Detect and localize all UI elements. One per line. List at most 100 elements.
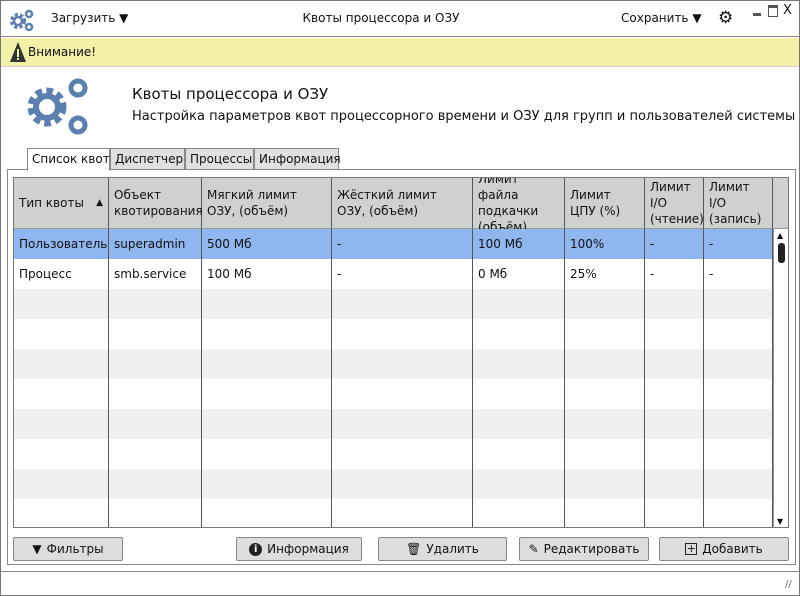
tab-processes[interactable]: Процессы [185, 148, 254, 170]
table-row[interactable] [14, 379, 773, 409]
table-cell [202, 319, 332, 349]
table-cell [645, 289, 704, 319]
table-cell: Пользователь [14, 229, 109, 259]
info-icon: i [249, 542, 263, 556]
table-cell: 100 Мб [473, 229, 565, 259]
table-cell [109, 319, 202, 349]
table-cell [14, 289, 109, 319]
table-cell [202, 289, 332, 319]
table-cell [14, 319, 109, 349]
table-cell [645, 349, 704, 379]
caret-down-icon: ▼ [692, 11, 702, 25]
table-cell: Процесс [14, 259, 109, 289]
maximize-button[interactable] [768, 5, 778, 17]
minimize-button[interactable] [753, 13, 761, 16]
table-row[interactable] [14, 439, 773, 469]
tab-dispatcher[interactable]: Диспетчер [110, 148, 185, 170]
settings-gear-icon[interactable]: ⚙ [718, 8, 734, 28]
table-cell [202, 439, 332, 469]
table-cell [645, 409, 704, 439]
table-cell [565, 319, 645, 349]
table-cell [109, 499, 202, 527]
edit-label: Редактировать [543, 542, 640, 556]
table-cell [473, 409, 565, 439]
table-row[interactable] [14, 409, 773, 439]
table-cell [704, 499, 773, 527]
table-cell [332, 439, 473, 469]
table-row[interactable]: Пользователь superadmin 500 Мб -100 Мб 100% -… [14, 229, 773, 259]
vertical-scrollbar[interactable]: ▲ ▼ [773, 229, 788, 527]
filters-button[interactable]: ▼ Фильтры [13, 537, 123, 561]
table-cell: - [332, 259, 473, 289]
table-cell [109, 409, 202, 439]
table-cell [14, 349, 109, 379]
tab-information[interactable]: Информация [254, 148, 341, 170]
column-header[interactable]: Лимит ЦПУ (%) [565, 178, 645, 229]
table-cell [473, 319, 565, 349]
plus-box-icon: + [685, 542, 698, 555]
table-cell [109, 439, 202, 469]
column-header[interactable]: Тип квоты ▲ [14, 178, 109, 229]
table-cell [202, 379, 332, 409]
table-cell [202, 469, 332, 499]
scrollbar-thumb[interactable] [778, 243, 785, 263]
table-cell: - [645, 229, 704, 259]
table-cell [704, 349, 773, 379]
save-menu[interactable]: Сохранить ▼ [621, 11, 702, 25]
column-header-label: Лимит ЦПУ (%) [570, 188, 621, 218]
filters-label: Фильтры [46, 542, 104, 556]
table-cell [565, 379, 645, 409]
table-cell [565, 439, 645, 469]
table-row[interactable] [14, 289, 773, 319]
column-header-label: Тип квоты [19, 196, 84, 210]
column-header[interactable]: Мягкий лимит ОЗУ, (объём) [202, 178, 332, 229]
add-button[interactable]: + Добавить [659, 537, 789, 561]
column-header[interactable]: Лимит файла подкачки (объём) [473, 178, 565, 234]
table-cell: superadmin [109, 229, 202, 259]
table-cell [14, 499, 109, 527]
table-cell [473, 469, 565, 499]
delete-button[interactable]: 🗑 Удалить [378, 537, 507, 561]
table-cell [332, 289, 473, 319]
resize-grip-icon[interactable]: // [785, 579, 792, 590]
table-cell [332, 349, 473, 379]
table-row[interactable] [14, 349, 773, 379]
table-cell [645, 469, 704, 499]
caret-down-icon: ▼ [119, 11, 129, 25]
header-corner [773, 178, 788, 229]
table-row[interactable] [14, 469, 773, 499]
table-cell [473, 379, 565, 409]
edit-button[interactable]: ✎ Редактировать [519, 537, 649, 561]
table-cell [332, 499, 473, 527]
table-cell: smb.service [109, 259, 202, 289]
table-row[interactable] [14, 499, 773, 527]
table-cell [14, 379, 109, 409]
table-cell [109, 289, 202, 319]
column-header[interactable]: Лимит I/O (запись) [704, 178, 773, 229]
table-cell: - [704, 259, 773, 289]
tab-quota-list[interactable]: Список квот [27, 148, 110, 171]
table-row[interactable]: Процесс smb.service 100 Мб -0 Мб 25% - - [14, 259, 773, 289]
table-cell [565, 409, 645, 439]
column-header[interactable]: Лимит I/O (чтение) [645, 178, 704, 229]
column-header[interactable]: Объект квотирования [109, 178, 203, 229]
table-cell [645, 499, 704, 527]
column-header-label: Мягкий лимит ОЗУ, (объём) [207, 188, 297, 218]
table-cell [704, 409, 773, 439]
column-header-label: Лимит I/O (запись) [709, 180, 762, 226]
close-button[interactable]: X [783, 3, 792, 18]
banner-gears-icon [27, 78, 88, 135]
table-row[interactable] [14, 319, 773, 349]
column-header-label: Объект квотирования [114, 188, 203, 218]
load-menu[interactable]: Загрузить ▼ [51, 11, 128, 25]
delete-label: Удалить [426, 542, 479, 556]
table-cell [14, 439, 109, 469]
scroll-down-icon[interactable]: ▼ [777, 517, 784, 526]
scroll-up-icon[interactable]: ▲ [777, 231, 784, 240]
app-gears-icon [10, 9, 34, 32]
table-cell [704, 379, 773, 409]
info-button[interactable]: i Информация [236, 537, 362, 561]
table-cell [645, 319, 704, 349]
column-header[interactable]: Жёсткий лимит ОЗУ, (объём) [332, 178, 473, 229]
column-header-label: Жёсткий лимит ОЗУ, (объём) [337, 188, 437, 218]
